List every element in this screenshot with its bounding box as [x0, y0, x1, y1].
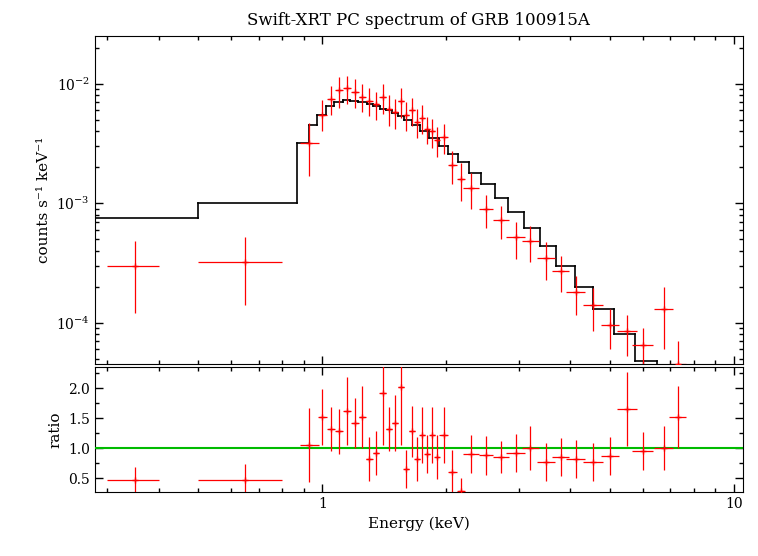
Y-axis label: ratio: ratio	[49, 411, 62, 448]
Title: Swift-XRT PC spectrum of GRB 100915A: Swift-XRT PC spectrum of GRB 100915A	[247, 12, 590, 29]
Y-axis label: counts s⁻¹ keV⁻¹: counts s⁻¹ keV⁻¹	[36, 137, 51, 264]
X-axis label: Energy (keV): Energy (keV)	[368, 517, 470, 531]
